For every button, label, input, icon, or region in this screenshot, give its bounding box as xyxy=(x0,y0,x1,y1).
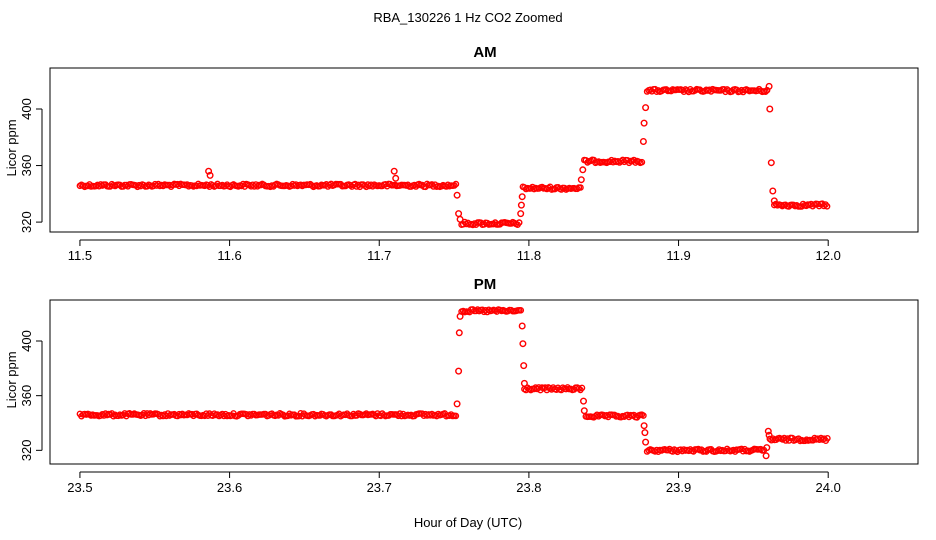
pm-data-point xyxy=(456,312,464,320)
am-data-point xyxy=(762,88,769,95)
pm-x-tick-label: 24.0 xyxy=(816,480,841,495)
pm-x-tick-label: 23.5 xyxy=(67,480,92,495)
pm-data-point xyxy=(518,322,526,330)
x-axis-label: Hour of Day (UTC) xyxy=(414,515,522,530)
pm-data-point xyxy=(765,431,773,439)
pm-plot-frame xyxy=(49,299,919,465)
am-data-point xyxy=(515,219,523,226)
pm-data-point xyxy=(578,384,586,392)
am-data-point xyxy=(206,171,214,179)
am-data-point xyxy=(765,82,773,90)
am-data-point xyxy=(517,210,525,218)
am-data-segment xyxy=(771,200,831,210)
pm-data-segment xyxy=(766,434,831,445)
am-plot-area: 11.5 11.6 11.7 11.8 11.9 12.0 320 360 400 xyxy=(19,67,919,263)
pm-y-tick-label: 320 xyxy=(19,439,34,461)
pm-data-point xyxy=(642,438,650,446)
am-data-point xyxy=(638,158,646,166)
am-data-point xyxy=(517,201,525,209)
am-data-point xyxy=(639,137,647,145)
pm-data-point xyxy=(455,367,463,375)
am-data-point xyxy=(642,104,650,112)
am-data-point xyxy=(455,210,463,218)
am-data-point xyxy=(823,202,831,210)
pm-panel-title: PM xyxy=(474,276,497,293)
am-data-point xyxy=(820,202,828,210)
am-x-tick-label: 11.8 xyxy=(517,248,541,263)
am-data-point xyxy=(766,105,774,113)
am-x-tick-label: 11.6 xyxy=(217,248,241,263)
pm-data-point xyxy=(575,385,583,392)
am-plot-frame xyxy=(49,67,919,233)
pm-data-point xyxy=(564,384,571,391)
pm-y-axis-label: Licor ppm xyxy=(4,351,19,408)
pm-data-segment xyxy=(521,384,586,394)
pm-data-point xyxy=(641,429,649,437)
pm-data-point xyxy=(453,400,461,408)
pm-data-point xyxy=(640,412,647,419)
am-data-point xyxy=(205,167,213,175)
pm-panel: PM Licor ppm 23.5 23.6 23.7 23.8 23.9 24.0 320… xyxy=(4,276,919,495)
pm-data-point xyxy=(580,397,588,405)
pm-data-segment xyxy=(76,409,460,420)
am-y-tick-label: 320 xyxy=(19,211,34,233)
pm-data-point xyxy=(520,362,528,370)
am-data-segment xyxy=(581,156,646,167)
pm-x-tick-label: 23.6 xyxy=(217,480,242,495)
pm-x-tick-label: 23.7 xyxy=(367,480,392,495)
am-data-point xyxy=(767,159,775,167)
pm-plot-area: 23.5 23.6 23.7 23.8 23.9 24.0 320 360 400 xyxy=(19,299,919,495)
am-data-point xyxy=(770,197,778,205)
am-data-point xyxy=(769,187,777,195)
am-x-tick-label: 11.9 xyxy=(666,248,690,263)
pm-data-point xyxy=(824,434,831,442)
pm-data-point xyxy=(517,306,525,314)
pm-data-segment xyxy=(458,306,525,316)
am-y-tick-label: 400 xyxy=(19,98,34,120)
am-data-point xyxy=(577,176,585,184)
pm-data-point xyxy=(455,329,463,337)
pm-y-tick-label: 400 xyxy=(19,330,34,352)
am-data-segment xyxy=(643,85,771,96)
am-data-point xyxy=(450,182,458,189)
am-data-point xyxy=(453,191,461,199)
pm-data-point xyxy=(159,412,167,420)
am-data-segment xyxy=(458,218,523,229)
am-x-tick-label: 11.7 xyxy=(367,248,391,263)
pm-data-point xyxy=(580,407,588,415)
pm-data-point xyxy=(452,412,460,420)
am-data-point xyxy=(579,166,587,174)
am-data-point xyxy=(640,119,648,127)
am-data-point xyxy=(452,180,460,188)
am-data-point xyxy=(392,174,400,182)
pm-data-point xyxy=(817,434,825,442)
am-x-tick-label: 11.5 xyxy=(68,248,92,263)
am-data-segment xyxy=(76,180,460,191)
am-data-segment xyxy=(519,183,584,193)
am-data-point xyxy=(390,167,398,175)
am-y-tick-label: 360 xyxy=(19,155,34,177)
pm-data-point xyxy=(640,422,648,430)
pm-data-point xyxy=(764,427,772,435)
am-panel-title: AM xyxy=(473,44,496,61)
pm-data-point xyxy=(763,444,771,452)
pm-data-segment xyxy=(582,411,647,421)
am-data-point xyxy=(518,193,526,201)
pm-x-tick-label: 23.9 xyxy=(666,480,691,495)
pm-y-tick-label: 360 xyxy=(19,385,34,407)
pm-data-point xyxy=(762,452,770,460)
pm-data-point xyxy=(519,340,527,348)
pm-data-segment xyxy=(643,445,768,456)
am-data-point xyxy=(577,184,584,191)
am-panel: AM Licor ppm 11.5 11.6 11.7 11.8 11.9 12.0 320… xyxy=(4,44,919,263)
pm-x-tick-label: 23.8 xyxy=(516,480,541,495)
am-y-axis-label: Licor ppm xyxy=(4,119,19,176)
figure-title: RBA_130226 1 Hz CO2 Zoomed xyxy=(373,10,562,25)
pm-data-point xyxy=(520,379,528,387)
am-x-tick-label: 12.0 xyxy=(816,248,841,263)
am-data-point xyxy=(456,215,464,223)
